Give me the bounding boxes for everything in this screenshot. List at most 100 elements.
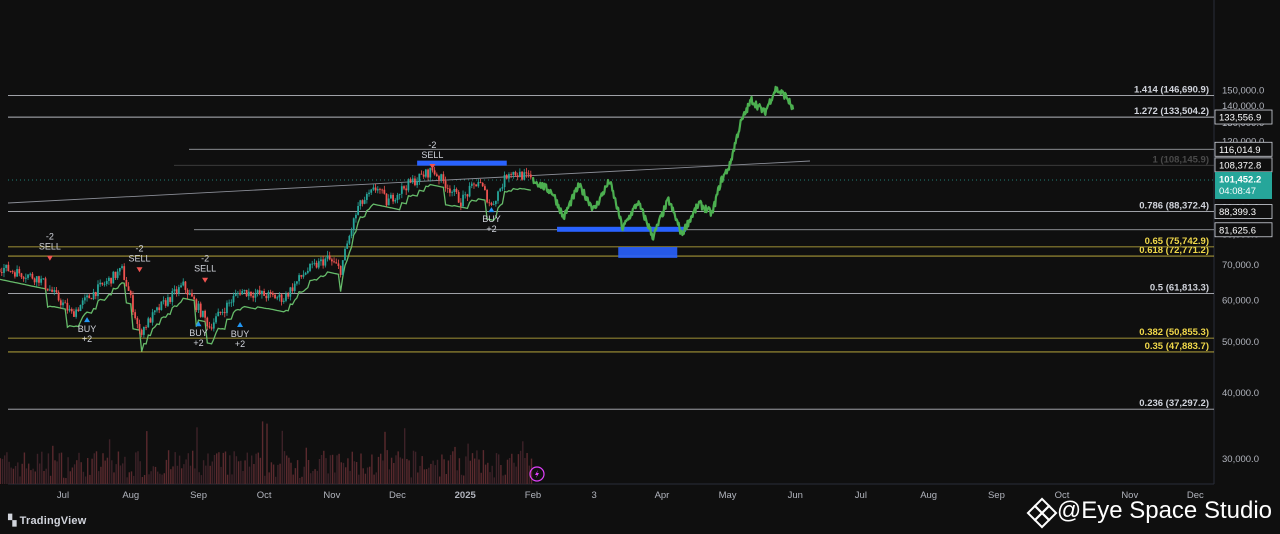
candle-body xyxy=(363,199,366,204)
candle-body xyxy=(5,264,8,268)
candle-body xyxy=(138,323,141,330)
volume-bar xyxy=(369,466,371,484)
candle-body xyxy=(357,205,360,215)
volume-bar xyxy=(54,460,56,484)
volume-bar xyxy=(432,460,434,484)
volume-bar xyxy=(384,431,386,484)
x-tick-label: 2025 xyxy=(455,490,477,501)
y-tick-label: 30,000.0 xyxy=(1222,454,1259,465)
volume-bar xyxy=(172,466,174,484)
volume-bar xyxy=(233,451,235,484)
volume-bar xyxy=(417,472,419,484)
volume-bar xyxy=(460,474,463,484)
candle-body xyxy=(390,194,392,199)
volume-bar xyxy=(360,453,362,484)
volume-bar xyxy=(279,463,281,484)
buy-label: BUY xyxy=(189,328,208,338)
candle-body xyxy=(433,170,436,175)
volume-bar xyxy=(231,474,233,484)
candles xyxy=(0,166,532,338)
volume-bar xyxy=(248,466,251,484)
diamond-icon xyxy=(1026,497,1058,529)
volume-bar xyxy=(69,471,71,484)
buy-count: +2 xyxy=(82,334,92,344)
volume-bar xyxy=(515,466,517,484)
volume-bar xyxy=(425,469,428,484)
volume-bar xyxy=(192,450,194,484)
volume-bar xyxy=(404,428,406,484)
volume-bar xyxy=(67,457,69,484)
volume-bar xyxy=(303,466,305,484)
volume-bar xyxy=(397,451,399,484)
volume-bar xyxy=(281,430,283,484)
volume-bar xyxy=(482,450,485,484)
volume-bar xyxy=(30,470,32,484)
candle-body xyxy=(210,327,213,329)
volume-bar xyxy=(312,471,314,484)
volume-bar xyxy=(489,472,491,484)
buy-label: BUY xyxy=(231,329,250,339)
x-tick-label: Jul xyxy=(57,490,69,501)
volume-bar xyxy=(135,452,137,484)
zone-box xyxy=(618,247,678,258)
buy-arrow xyxy=(195,321,202,327)
candle-body xyxy=(379,189,381,190)
candle-body xyxy=(510,174,513,175)
candle-body xyxy=(254,293,257,298)
candle-body xyxy=(53,290,56,292)
volume-bars xyxy=(0,421,533,484)
x-tick-label: Sep xyxy=(190,490,207,501)
candle-body xyxy=(453,189,456,192)
candle-body xyxy=(132,295,134,313)
volume-bar xyxy=(257,452,259,484)
replay-icon[interactable] xyxy=(529,466,545,482)
volume-bar xyxy=(467,443,469,484)
volume-bar xyxy=(58,453,60,484)
volume-bar xyxy=(377,456,380,484)
candle-body xyxy=(236,292,239,294)
volume-bar xyxy=(240,460,242,484)
volume-bar xyxy=(345,467,347,484)
tradingview-logo[interactable]: ▚ TradingView xyxy=(8,514,86,527)
candle-body xyxy=(42,278,45,280)
volume-bar xyxy=(161,474,163,484)
candle-body xyxy=(70,309,73,312)
candle-body xyxy=(140,329,143,335)
volume-bar xyxy=(508,458,511,484)
sell-count: -2 xyxy=(201,254,209,264)
x-tick-label: Jul xyxy=(855,490,867,501)
candle-body xyxy=(398,193,401,195)
volume-bar xyxy=(264,475,266,484)
volume-bar xyxy=(310,473,312,484)
volume-bar xyxy=(185,459,187,484)
sell-arrow xyxy=(136,267,143,273)
volume-bar xyxy=(358,474,360,484)
time-axis[interactable]: Jul Aug Sep Oct Nov Dec 2025 Feb 3 Apr May Jun Jul Au… xyxy=(57,490,1204,501)
volume-bar xyxy=(277,464,279,484)
volume-bar xyxy=(183,464,185,484)
candle-body xyxy=(414,178,416,186)
volume-bar xyxy=(76,460,78,484)
volume-bar xyxy=(290,462,292,484)
candle-body xyxy=(372,187,375,190)
candle-body xyxy=(221,312,224,313)
volume-bar xyxy=(209,465,211,484)
volume-bar xyxy=(93,453,95,484)
volume-bar xyxy=(41,451,43,484)
volume-bar xyxy=(526,453,528,484)
candle-body xyxy=(411,178,414,183)
volume-bar xyxy=(159,473,161,484)
zone-bar xyxy=(417,160,507,166)
volume-bar xyxy=(259,457,262,484)
volume-bar xyxy=(522,441,524,484)
volume-bar xyxy=(137,451,139,484)
candle-body xyxy=(27,274,29,278)
volume-bar xyxy=(216,453,218,484)
candle-body xyxy=(59,300,62,306)
y-tick-label: 70,000.0 xyxy=(1222,260,1259,271)
countdown-label: 04:08:47 xyxy=(1219,186,1256,197)
candle-body xyxy=(14,272,16,277)
volume-bar xyxy=(0,458,1,484)
